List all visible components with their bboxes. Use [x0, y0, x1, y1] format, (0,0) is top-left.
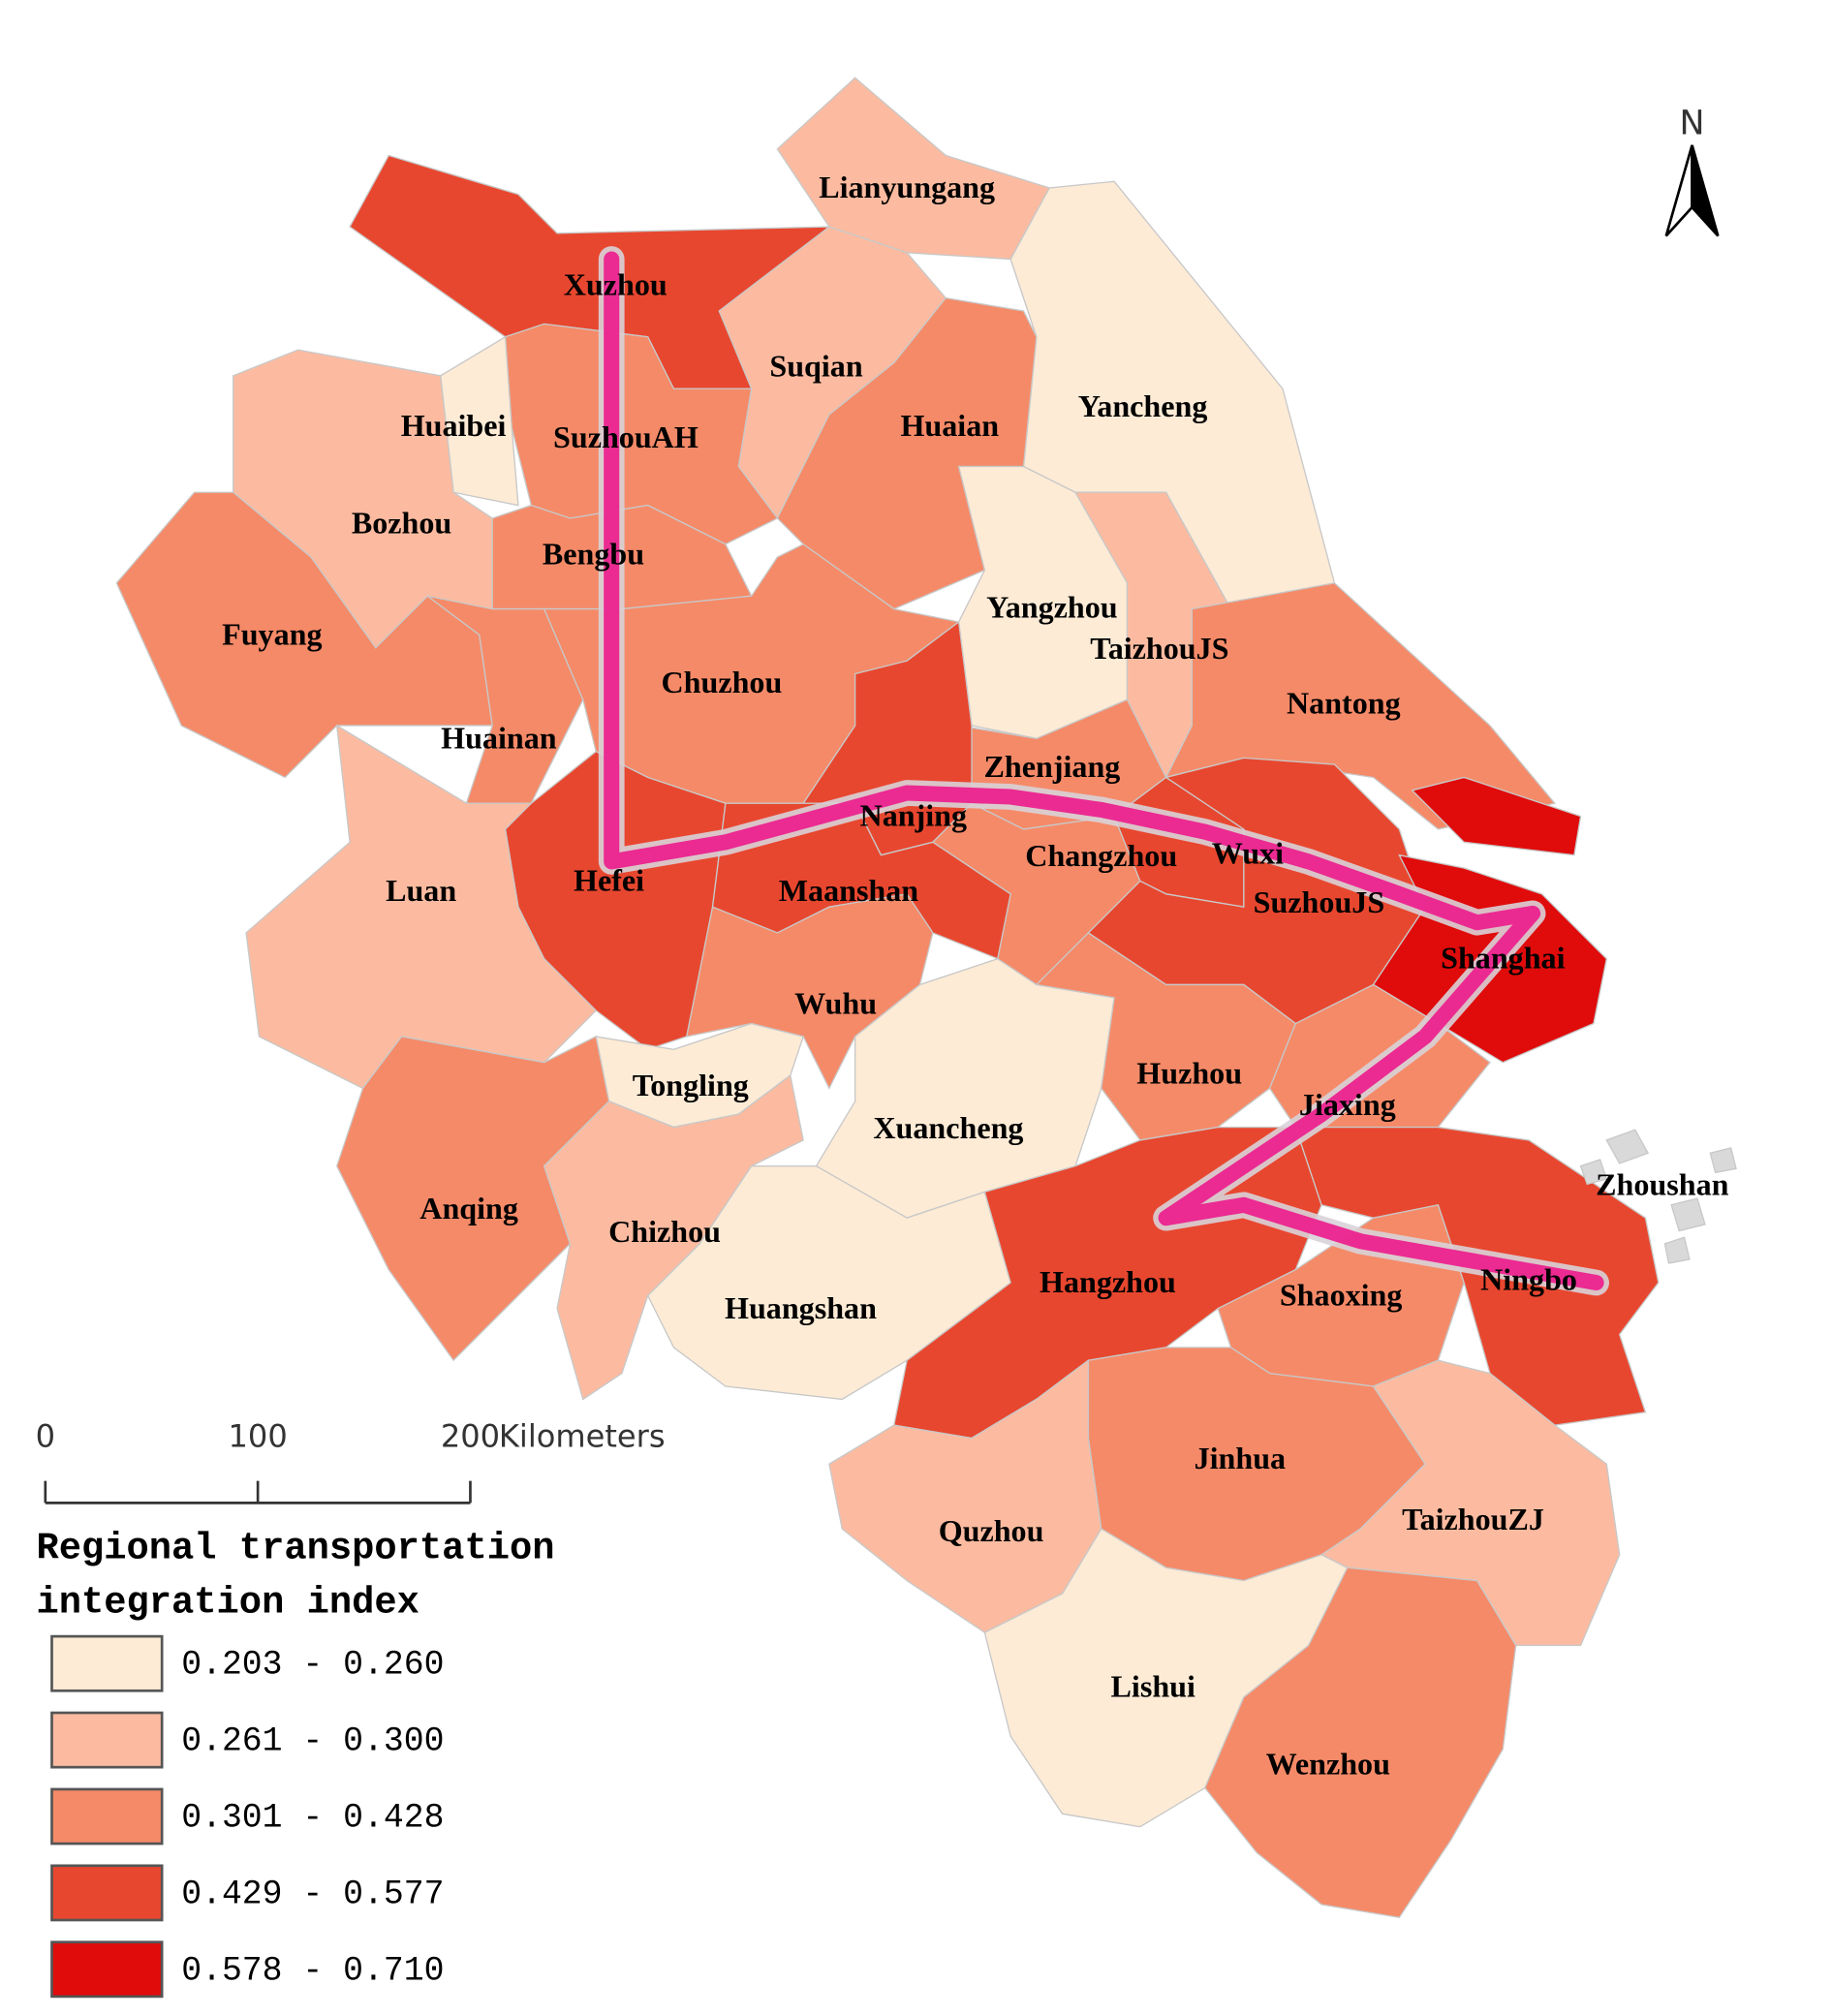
legend-swatch: [50, 1634, 164, 1692]
city-label: Luan: [386, 873, 456, 908]
region: [1709, 1147, 1737, 1174]
city-label: TaizhouZJ: [1402, 1502, 1544, 1536]
legend-swatch: [50, 1940, 164, 1999]
route-line: [604, 251, 1604, 1291]
city-label: Lishui: [1111, 1668, 1195, 1703]
city-label: SuzhouAH: [553, 419, 699, 454]
region: [828, 1358, 1102, 1633]
city-label: Zhenjiang: [984, 749, 1121, 784]
region: [1411, 776, 1582, 856]
city-label: Hangzhou: [1040, 1264, 1176, 1299]
city-label: Ningbo: [1480, 1261, 1577, 1296]
city-label: Tongling: [633, 1068, 749, 1102]
city-label: Shanghai: [1441, 941, 1565, 976]
region: [245, 724, 598, 1090]
legend-label: 0.429 - 0.577: [181, 1876, 444, 1913]
scale-label: 100: [229, 1417, 288, 1454]
city-label: Yancheng: [1078, 388, 1208, 423]
city-label: TaizhouJS: [1090, 631, 1228, 666]
city-label: Nanjing: [860, 798, 968, 833]
north-arrow-right: [1691, 144, 1720, 237]
city-label: Lianyungang: [819, 170, 995, 204]
region: [1605, 1129, 1650, 1164]
legend-swatch: [50, 1864, 164, 1922]
city-label: Hefei: [574, 862, 644, 897]
city-label: Zhoushan: [1596, 1167, 1728, 1202]
city-label: Jinhua: [1195, 1441, 1287, 1475]
city-label: Bozhou: [352, 505, 451, 540]
city-labels: Xuzhou Lianyungang Suqian Yancheng Huaian Suz…: [222, 170, 1728, 1782]
city-label: Wuhu: [794, 986, 877, 1021]
city-label: Chuzhou: [661, 665, 782, 699]
city-label: Huainan: [441, 720, 557, 755]
legend-title: integration index: [36, 1582, 419, 1625]
route: [598, 246, 1609, 1296]
north-arrow: N: [1664, 104, 1720, 237]
city-label: Huangshan: [725, 1290, 877, 1325]
north-label: N: [1680, 104, 1705, 142]
city-label: Anqing: [419, 1191, 518, 1225]
city-label: Chizhou: [608, 1214, 721, 1249]
city-label: Wenzhou: [1266, 1747, 1390, 1782]
legend-title: Regional transportation: [36, 1527, 554, 1569]
region: [1663, 1236, 1691, 1264]
city-label: Huzhou: [1136, 1056, 1242, 1091]
region: [1579, 1159, 1608, 1186]
legend-label: 0.301 - 0.428: [181, 1800, 444, 1838]
city-label: Changzhou: [1025, 838, 1177, 873]
regions: [115, 77, 1737, 1919]
scale-label: 0: [36, 1417, 55, 1454]
city-label: Wuxi: [1212, 835, 1284, 870]
legend: Regional transportation integration index…: [36, 1527, 555, 1999]
legend-swatch: [50, 1711, 164, 1769]
region: [776, 296, 1038, 610]
legend-label: 0.261 - 0.300: [181, 1723, 444, 1761]
city-label: Shaoxing: [1280, 1277, 1403, 1312]
legend-label: 0.203 - 0.260: [181, 1647, 444, 1685]
city-label: Nantong: [1287, 685, 1401, 720]
legend-swatch: [50, 1787, 164, 1845]
city-label: Maanshan: [779, 873, 919, 908]
north-arrow-left: [1664, 144, 1693, 237]
city-label: Suqian: [769, 349, 862, 384]
region: [1203, 1566, 1517, 1919]
city-label: Yangzhou: [986, 589, 1118, 624]
city-label: Xuancheng: [873, 1110, 1023, 1145]
city-label: Quzhou: [939, 1513, 1044, 1548]
city-label: Huaibei: [401, 408, 507, 443]
region: [1164, 582, 1557, 830]
city-label: Fuyang: [222, 616, 322, 651]
city-label: Xuzhou: [564, 266, 668, 301]
scale-label: 200: [441, 1417, 500, 1454]
city-label: Jiaxing: [1299, 1087, 1396, 1122]
city-label: SuzhouJS: [1254, 884, 1385, 919]
city-label: Huaian: [900, 408, 999, 443]
city-label: Bengbu: [543, 536, 644, 571]
legend-label: 0.578 - 0.710: [181, 1952, 444, 1990]
region: [1320, 1359, 1621, 1647]
scale-unit: Kilometers: [499, 1417, 666, 1454]
region: [1670, 1197, 1706, 1232]
